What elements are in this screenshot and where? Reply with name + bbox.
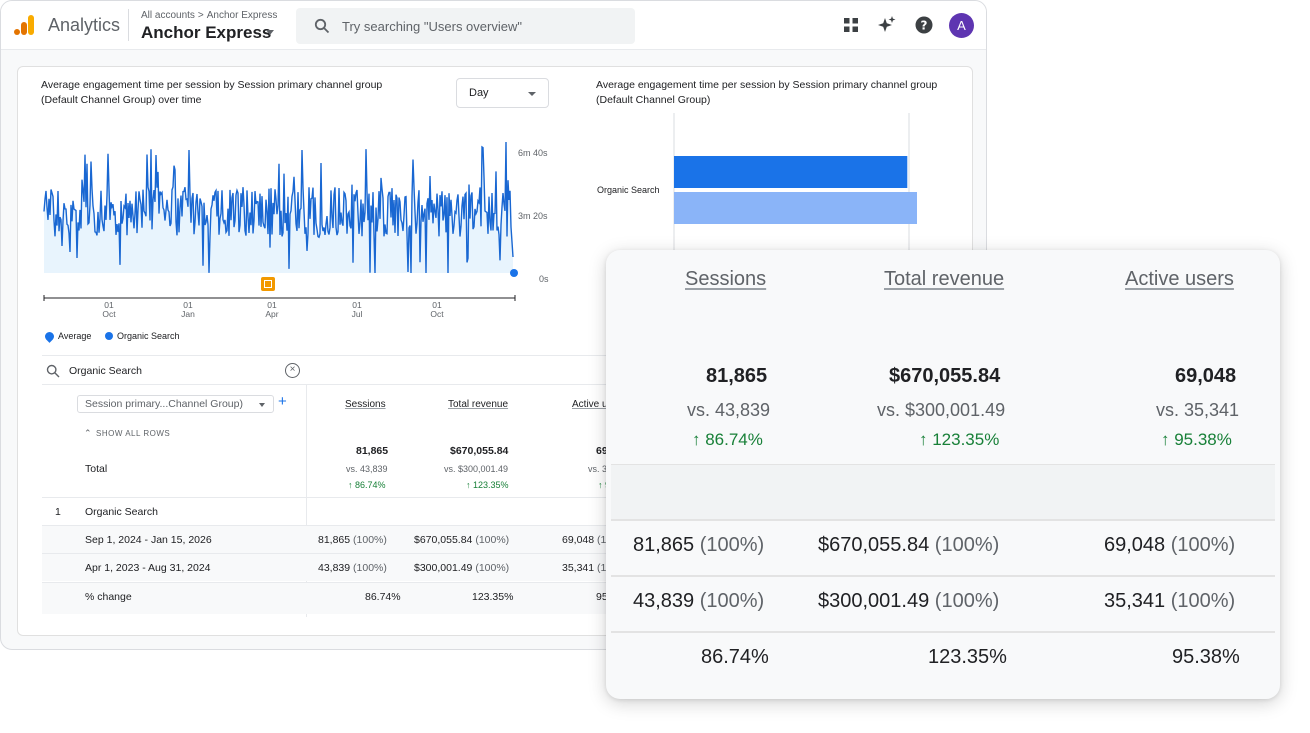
help-icon[interactable]: ? xyxy=(913,14,935,36)
line-chart-title: Average engagement time per session by S… xyxy=(41,79,383,106)
bar-chart xyxy=(673,113,917,253)
dot-icon xyxy=(105,332,113,340)
x-tick-label: 01 Oct xyxy=(430,300,444,319)
header-divider xyxy=(128,9,129,41)
total-revenue: $670,055.84 xyxy=(889,365,1001,387)
series-line-organic-search xyxy=(43,141,514,274)
total-active-users: 69,048 xyxy=(1175,365,1237,387)
granularity-select[interactable]: Day xyxy=(456,78,549,108)
column-header-active-users[interactable]: Active u xyxy=(572,399,608,410)
property-selector[interactable]: Anchor Express xyxy=(141,23,272,42)
annotation-marker-icon[interactable] xyxy=(261,277,275,291)
apps-grid-icon[interactable] xyxy=(840,14,862,36)
total-active-users-compare: vs. 3 xyxy=(588,464,608,474)
account-breadcrumb[interactable]: All accounts > Anchor Express xyxy=(141,10,277,21)
x-tick-label: 01 Jan xyxy=(181,300,195,319)
unfold-icon: ⌃ xyxy=(84,428,93,438)
top-bar: Analytics All accounts > Anchor Express An… xyxy=(1,1,986,50)
bar-previous-period[interactable] xyxy=(674,192,917,224)
filter-value[interactable]: Organic Search xyxy=(69,365,142,377)
average-marker[interactable] xyxy=(510,269,518,277)
product-name: Analytics xyxy=(48,15,121,35)
table-row[interactable]: Apr 1, 2023 - Aug 31, 2024 43,839 (100%)… xyxy=(42,553,642,581)
row-divider xyxy=(611,575,1275,577)
table-row[interactable]: 81,865 (100%) $670,055.84 (100%) 69,048 … xyxy=(633,534,1236,556)
table-row[interactable]: Sep 1, 2024 - Jan 15, 2026 81,865 (100%)… xyxy=(42,525,642,553)
sparkle-icon[interactable] xyxy=(876,14,898,36)
total-label: Total xyxy=(85,463,108,475)
avatar[interactable]: A xyxy=(949,13,974,38)
total-revenue-compare: vs. $300,001.49 xyxy=(877,400,1006,420)
y-tick-label: 3m 20s xyxy=(518,211,548,221)
caret-down-icon xyxy=(259,403,265,407)
add-dimension-icon[interactable]: + xyxy=(278,393,287,410)
total-sessions-change: ↑ 86.74% xyxy=(692,430,763,449)
breadcrumb-account[interactable]: Anchor Express xyxy=(206,10,278,21)
y-tick-label: 6m 40s xyxy=(518,148,548,158)
column-header-total-revenue[interactable]: Total revenue xyxy=(884,268,1005,290)
x-tick-label: 01 Jul xyxy=(351,300,363,319)
caret-down-icon[interactable] xyxy=(266,30,274,35)
svg-text:?: ? xyxy=(921,19,928,33)
line-chart xyxy=(43,141,518,301)
bar-current-period[interactable] xyxy=(674,156,908,188)
legend-item-organic-search[interactable]: Organic Search xyxy=(105,331,180,341)
caret-down-icon xyxy=(528,92,536,96)
total-sessions-compare: vs. 43,839 xyxy=(346,464,388,474)
column-header-total-revenue[interactable]: Total revenue xyxy=(448,399,509,410)
total-revenue-change: ↑ 123.35% xyxy=(919,430,1000,449)
total-revenue: $670,055.84 xyxy=(450,445,509,457)
row-divider xyxy=(611,519,1275,521)
bar-chart-title: Average engagement time per session by S… xyxy=(596,79,938,106)
series-area xyxy=(44,142,513,273)
dimension-row-band xyxy=(611,465,1275,520)
search-icon xyxy=(314,18,330,34)
bar-category-label: Organic Search xyxy=(597,185,660,195)
table-row[interactable]: 1 Organic Search xyxy=(42,497,642,525)
legend-item-average[interactable]: Average xyxy=(43,329,91,343)
x-tick-label: 01 Oct xyxy=(102,300,116,319)
search-input[interactable] xyxy=(342,16,622,36)
column-header-active-users[interactable]: Active users xyxy=(1125,268,1234,290)
pin-icon xyxy=(43,329,56,343)
search-bar[interactable] xyxy=(296,8,635,44)
column-header-sessions[interactable]: Sessions xyxy=(685,268,767,290)
row-divider xyxy=(611,631,1275,633)
clear-icon[interactable]: × xyxy=(285,363,300,378)
total-active-users: 69 xyxy=(596,445,608,457)
total-sessions-change: ↑ 86.74% xyxy=(348,480,386,490)
dimension-select[interactable]: Session primary...Channel Group) xyxy=(77,395,274,413)
zoomed-table-panel: Sessions Total revenue Active users 81,8… xyxy=(606,250,1280,699)
table-row[interactable]: 43,839 (100%) $300,001.49 (100%) 35,341 … xyxy=(633,590,1236,612)
total-active-users-compare: vs. 35,341 xyxy=(1156,400,1240,420)
breadcrumb-root[interactable]: All accounts xyxy=(141,10,195,21)
table-row[interactable]: % change 86.74% 123.35% 95 xyxy=(42,582,642,614)
x-tick-label: 01 Apr xyxy=(265,300,279,319)
total-sessions-compare: vs. 43,839 xyxy=(687,400,771,420)
total-sessions: 81,865 xyxy=(356,445,389,457)
analytics-logo-icon xyxy=(14,15,34,35)
column-divider xyxy=(306,385,307,617)
breadcrumb-separator: > xyxy=(197,10,204,21)
y-tick-label: 0s xyxy=(539,274,549,284)
column-header-sessions[interactable]: Sessions xyxy=(345,399,386,410)
search-icon xyxy=(46,364,60,378)
table-row[interactable]: 86.74% 123.35% 95.38% xyxy=(701,646,1240,668)
total-active-users-change: ↑ 95.38% xyxy=(1161,430,1232,449)
total-revenue-compare: vs. $300,001.49 xyxy=(444,464,509,474)
total-revenue-change: ↑ 123.35% xyxy=(466,480,509,490)
granularity-value: Day xyxy=(469,87,489,99)
table-filter[interactable]: Organic Search × xyxy=(42,355,642,385)
show-all-rows-button[interactable]: ⌃ SHOW ALL ROWS xyxy=(84,428,171,438)
total-sessions: 81,865 xyxy=(706,365,768,387)
